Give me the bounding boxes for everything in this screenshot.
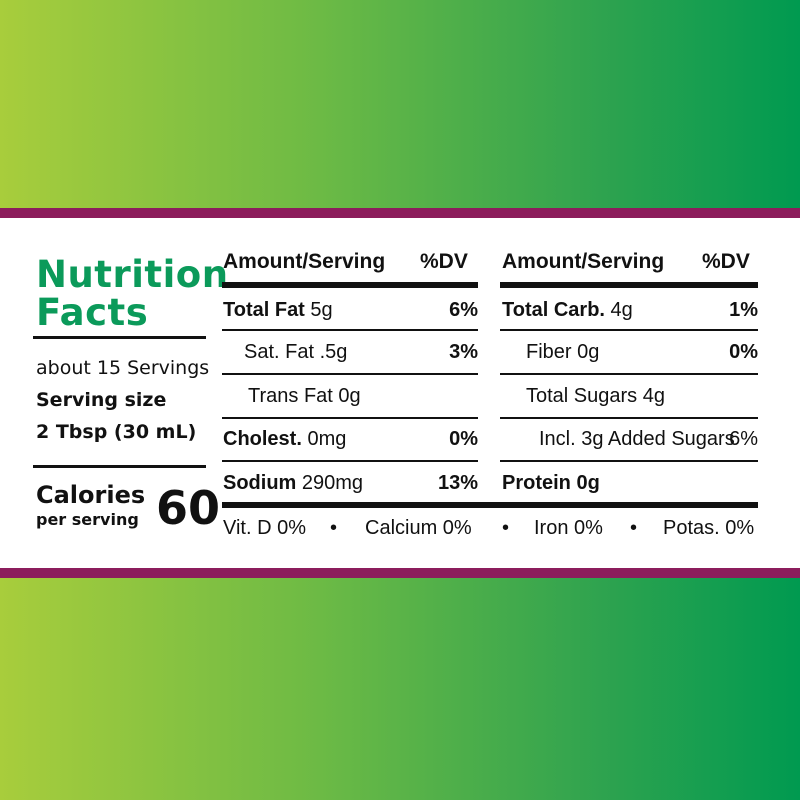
right-rule-1 (500, 329, 758, 331)
total-fat-dv: 6% (449, 299, 478, 321)
total-carb-dv: 1% (729, 299, 758, 321)
iron: Iron 0% (534, 517, 603, 539)
left-rule-1 (222, 329, 478, 331)
row-total-fat: Total Fat 5g (223, 298, 333, 322)
sodium-label: Sodium (223, 472, 297, 494)
row-cholesterol: Cholest. 0mg (223, 427, 346, 451)
right-header-dv: %DV (702, 250, 750, 273)
left-header-dv: %DV (420, 250, 468, 273)
nutrition-facts-title: Nutrition Facts (36, 256, 229, 332)
nutrition-facts-panel: Nutrition Facts about 15 Servings Servin… (0, 218, 800, 568)
calories-sublabel: per serving (36, 510, 139, 529)
serving-size-value: 2 Tbsp (30 mL) (36, 421, 197, 443)
total-fat-label: Total Fat (223, 299, 305, 321)
bullet-2: • (502, 517, 510, 539)
cholesterol-dv: 0% (449, 428, 478, 450)
right-rule-3 (500, 417, 758, 419)
sodium-dv: 13% (437, 472, 478, 494)
bottom-purple-band (0, 568, 800, 578)
vitamin-d: Vit. D 0% (223, 517, 306, 539)
sat-fat-dv: 3% (449, 341, 478, 363)
title-line-2: Facts (36, 291, 149, 334)
row-fiber: Fiber 0g (526, 341, 600, 363)
right-rule-2 (500, 373, 758, 375)
left-header-rule (222, 282, 478, 288)
bullet-3: • (630, 517, 638, 539)
calories-label: Calories (36, 481, 146, 509)
right-rule-4 (500, 460, 758, 462)
row-sat-fat: Sat. Fat .5g (244, 341, 348, 363)
row-trans-fat: Trans Fat 0g (248, 385, 361, 407)
top-purple-band (0, 208, 800, 218)
total-carb-amount: 4g (604, 299, 633, 321)
left-header-amount: Amount/Serving (223, 250, 386, 273)
bullet-1: • (330, 517, 338, 539)
left-rule-3 (222, 417, 478, 419)
title-line-1: Nutrition (36, 253, 229, 296)
cholesterol-label: Cholest. (223, 428, 302, 450)
total-carb-label: Total Carb. (502, 299, 605, 321)
cholesterol-amount: 0mg (301, 428, 347, 450)
serving-size-label: Serving size (36, 389, 167, 411)
calcium: Calcium 0% (365, 517, 472, 539)
row-sodium: Sodium 290mg (223, 471, 363, 495)
row-added-sugars: Incl. 3g Added Sugars (539, 428, 735, 450)
potassium: Potas. 0% (663, 517, 755, 539)
calories-value: 60 (156, 481, 221, 535)
title-divider (33, 336, 206, 339)
servings-per-container: about 15 Servings (36, 357, 210, 379)
row-total-carb: Total Carb. 4g (502, 298, 633, 322)
left-rule-4 (222, 460, 478, 462)
right-header-rule (500, 282, 758, 288)
fiber-dv: 0% (729, 341, 758, 363)
row-protein: Protein 0g (502, 472, 600, 494)
footer-rule (222, 502, 758, 508)
serving-divider (33, 465, 206, 468)
total-fat-amount: 5g (304, 299, 333, 321)
sodium-amount: 290mg (296, 472, 364, 494)
row-total-sugars: Total Sugars 4g (526, 385, 665, 407)
added-sugars-dv: 6% (729, 428, 758, 450)
right-header-amount: Amount/Serving (502, 250, 665, 273)
left-rule-2 (222, 373, 478, 375)
